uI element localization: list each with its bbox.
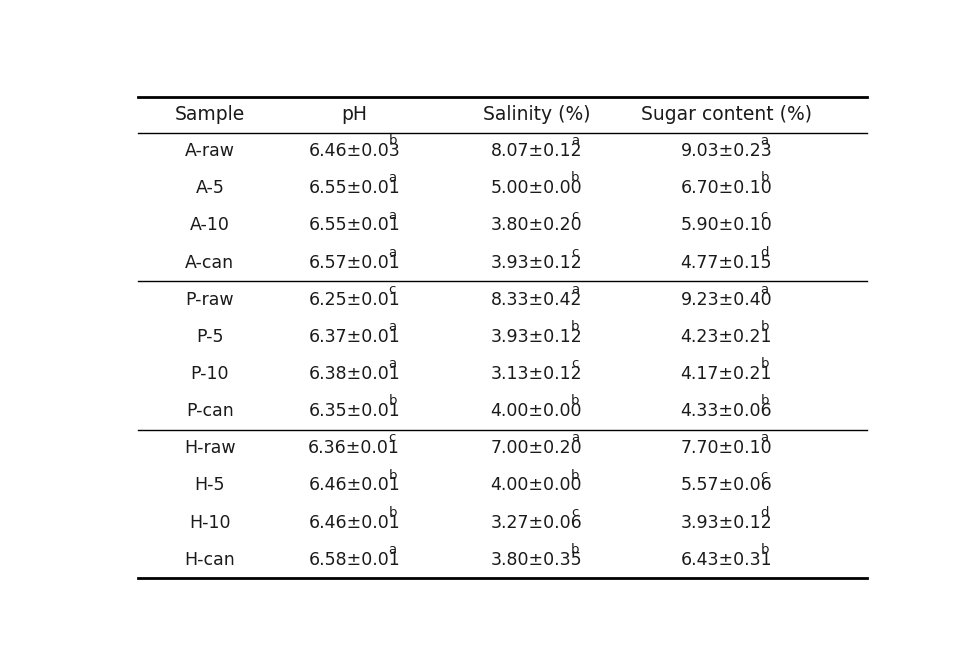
Text: P-5: P-5: [196, 328, 223, 346]
Text: 6.35±0.01: 6.35±0.01: [309, 402, 400, 420]
Text: P-can: P-can: [186, 402, 233, 420]
Text: 6.70±0.10: 6.70±0.10: [680, 180, 772, 197]
Text: a: a: [760, 134, 768, 147]
Text: 3.80±0.20: 3.80±0.20: [491, 216, 582, 234]
Text: 4.00±0.00: 4.00±0.00: [491, 477, 582, 494]
Text: b: b: [570, 320, 579, 333]
Text: b: b: [388, 469, 397, 482]
Text: a: a: [760, 282, 768, 296]
Text: 5.57±0.06: 5.57±0.06: [680, 477, 772, 494]
Text: H-raw: H-raw: [184, 440, 235, 457]
Text: a: a: [760, 432, 768, 444]
Text: c: c: [570, 357, 578, 370]
Text: 8.33±0.42: 8.33±0.42: [491, 290, 582, 309]
Text: 8.07±0.12: 8.07±0.12: [491, 142, 582, 160]
Text: c: c: [760, 469, 768, 482]
Text: A-raw: A-raw: [185, 142, 235, 160]
Text: c: c: [388, 282, 396, 296]
Text: Sugar content (%): Sugar content (%): [641, 106, 811, 124]
Text: Salinity (%): Salinity (%): [483, 106, 590, 124]
Text: 6.57±0.01: 6.57±0.01: [309, 253, 400, 271]
Text: 3.93±0.12: 3.93±0.12: [491, 328, 582, 346]
Text: 9.03±0.23: 9.03±0.23: [680, 142, 772, 160]
Text: 5.90±0.10: 5.90±0.10: [680, 216, 772, 234]
Text: 4.23±0.21: 4.23±0.21: [680, 328, 772, 346]
Text: b: b: [388, 506, 397, 519]
Text: c: c: [570, 506, 578, 519]
Text: 6.25±0.01: 6.25±0.01: [309, 290, 400, 309]
Text: c: c: [760, 209, 768, 222]
Text: b: b: [570, 543, 579, 556]
Text: 4.17±0.21: 4.17±0.21: [680, 365, 772, 383]
Text: a: a: [570, 282, 579, 296]
Text: 7.00±0.20: 7.00±0.20: [491, 440, 582, 457]
Text: 6.55±0.01: 6.55±0.01: [309, 180, 400, 197]
Text: 4.00±0.00: 4.00±0.00: [491, 402, 582, 420]
Text: 3.93±0.12: 3.93±0.12: [680, 513, 772, 531]
Text: A-10: A-10: [190, 216, 229, 234]
Text: 6.43±0.31: 6.43±0.31: [680, 550, 772, 569]
Text: b: b: [570, 469, 579, 482]
Text: 6.37±0.01: 6.37±0.01: [309, 328, 400, 346]
Text: P-10: P-10: [190, 365, 229, 383]
Text: H-5: H-5: [195, 477, 225, 494]
Text: 3.13±0.12: 3.13±0.12: [491, 365, 582, 383]
Text: a: a: [388, 209, 397, 222]
Text: 7.70±0.10: 7.70±0.10: [680, 440, 772, 457]
Text: b: b: [760, 394, 769, 407]
Text: d: d: [760, 506, 769, 519]
Text: 6.36±0.01: 6.36±0.01: [308, 440, 400, 457]
Text: 3.93±0.12: 3.93±0.12: [491, 253, 582, 271]
Text: 6.46±0.01: 6.46±0.01: [309, 513, 400, 531]
Text: 6.58±0.01: 6.58±0.01: [309, 550, 400, 569]
Text: b: b: [570, 172, 579, 184]
Text: b: b: [760, 357, 769, 370]
Text: 6.55±0.01: 6.55±0.01: [309, 216, 400, 234]
Text: a: a: [388, 246, 397, 259]
Text: a: a: [570, 134, 579, 147]
Text: 3.27±0.06: 3.27±0.06: [491, 513, 582, 531]
Text: c: c: [570, 246, 578, 259]
Text: 4.33±0.06: 4.33±0.06: [680, 402, 772, 420]
Text: H-10: H-10: [189, 513, 230, 531]
Text: c: c: [570, 209, 578, 222]
Text: A-5: A-5: [195, 180, 224, 197]
Text: a: a: [388, 357, 397, 370]
Text: 9.23±0.40: 9.23±0.40: [680, 290, 772, 309]
Text: d: d: [760, 246, 769, 259]
Text: a: a: [388, 320, 397, 333]
Text: 6.38±0.01: 6.38±0.01: [309, 365, 400, 383]
Text: A-can: A-can: [185, 253, 234, 271]
Text: 6.46±0.01: 6.46±0.01: [309, 477, 400, 494]
Text: 5.00±0.00: 5.00±0.00: [491, 180, 582, 197]
Text: Sample: Sample: [174, 106, 245, 124]
Text: pH: pH: [341, 106, 368, 124]
Text: b: b: [388, 394, 397, 407]
Text: 6.46±0.03: 6.46±0.03: [309, 142, 400, 160]
Text: a: a: [388, 543, 397, 556]
Text: a: a: [388, 172, 397, 184]
Text: b: b: [760, 543, 769, 556]
Text: b: b: [388, 134, 397, 147]
Text: b: b: [760, 172, 769, 184]
Text: b: b: [570, 394, 579, 407]
Text: b: b: [760, 320, 769, 333]
Text: 4.77±0.15: 4.77±0.15: [680, 253, 772, 271]
Text: c: c: [388, 432, 396, 444]
Text: a: a: [570, 432, 579, 444]
Text: 3.80±0.35: 3.80±0.35: [491, 550, 582, 569]
Text: H-can: H-can: [184, 550, 235, 569]
Text: P-raw: P-raw: [185, 290, 234, 309]
